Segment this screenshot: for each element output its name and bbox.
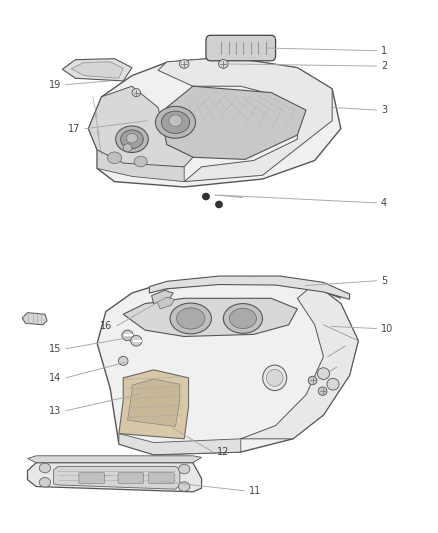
Polygon shape [154, 277, 341, 298]
FancyBboxPatch shape [118, 473, 144, 483]
Text: 15: 15 [49, 344, 61, 354]
FancyBboxPatch shape [148, 473, 174, 483]
Polygon shape [157, 297, 175, 309]
Ellipse shape [39, 478, 50, 487]
Ellipse shape [123, 144, 132, 152]
Ellipse shape [131, 335, 142, 346]
Polygon shape [123, 298, 297, 336]
FancyBboxPatch shape [79, 473, 105, 483]
Polygon shape [152, 290, 173, 304]
Text: 10: 10 [381, 324, 393, 334]
Polygon shape [97, 277, 358, 455]
Ellipse shape [155, 107, 195, 138]
Ellipse shape [116, 126, 148, 152]
Text: 1: 1 [381, 46, 387, 56]
Ellipse shape [118, 357, 128, 366]
Text: 2: 2 [381, 61, 387, 71]
Ellipse shape [318, 387, 327, 395]
Polygon shape [53, 466, 180, 489]
FancyBboxPatch shape [206, 35, 276, 61]
Ellipse shape [132, 88, 141, 96]
Polygon shape [28, 463, 201, 492]
Ellipse shape [127, 133, 138, 143]
Polygon shape [158, 57, 332, 182]
Polygon shape [71, 62, 123, 78]
Text: 5: 5 [381, 276, 387, 286]
Text: 17: 17 [68, 124, 81, 134]
Ellipse shape [122, 330, 133, 341]
Ellipse shape [108, 152, 121, 164]
Text: 12: 12 [217, 447, 230, 457]
Text: 11: 11 [249, 486, 261, 496]
Ellipse shape [180, 60, 189, 68]
Ellipse shape [223, 304, 262, 333]
Ellipse shape [170, 303, 212, 334]
Polygon shape [162, 86, 306, 159]
Text: 14: 14 [49, 373, 61, 383]
Text: ___: ___ [102, 471, 110, 476]
Ellipse shape [179, 482, 190, 491]
Ellipse shape [169, 115, 182, 126]
Ellipse shape [120, 130, 143, 149]
Text: 13: 13 [49, 406, 61, 416]
Polygon shape [241, 284, 358, 439]
Polygon shape [149, 276, 350, 300]
Ellipse shape [161, 111, 190, 133]
Ellipse shape [215, 201, 223, 208]
Polygon shape [88, 57, 341, 187]
Ellipse shape [177, 308, 205, 329]
Polygon shape [22, 313, 47, 325]
Polygon shape [127, 379, 180, 426]
Text: 19: 19 [49, 79, 61, 90]
Ellipse shape [266, 369, 283, 386]
Text: 4: 4 [381, 198, 387, 208]
Ellipse shape [318, 368, 329, 379]
Polygon shape [97, 150, 184, 182]
Ellipse shape [134, 156, 147, 167]
Text: 3: 3 [381, 105, 387, 115]
Ellipse shape [263, 365, 287, 391]
Polygon shape [88, 86, 193, 167]
Ellipse shape [39, 463, 50, 473]
Polygon shape [62, 59, 132, 81]
Polygon shape [28, 456, 201, 463]
Ellipse shape [327, 378, 339, 390]
Polygon shape [119, 433, 241, 455]
Polygon shape [119, 370, 188, 439]
Ellipse shape [230, 309, 256, 328]
Text: 16: 16 [100, 321, 113, 331]
Ellipse shape [219, 60, 228, 68]
Ellipse shape [179, 464, 190, 474]
Ellipse shape [202, 193, 209, 200]
Ellipse shape [308, 376, 317, 385]
